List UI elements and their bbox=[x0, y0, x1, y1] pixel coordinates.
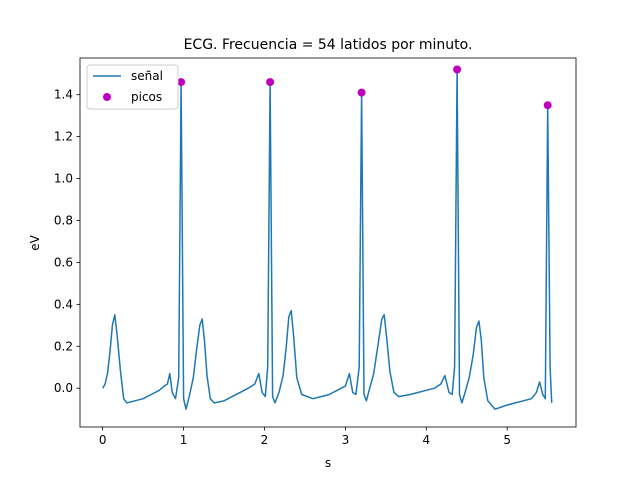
x-tick-label: 4 bbox=[422, 433, 430, 447]
y-tick-label: 0.4 bbox=[54, 297, 73, 311]
series-line-senal bbox=[102, 68, 553, 410]
x-tick-label: 2 bbox=[261, 433, 269, 447]
legend: señal picos bbox=[86, 64, 179, 110]
y-tick-label: 1.4 bbox=[54, 88, 73, 102]
axes-frame bbox=[79, 57, 577, 428]
y-tick-label: 0.6 bbox=[54, 255, 73, 269]
y-tick-label: 1.0 bbox=[54, 172, 73, 186]
x-axis-label: s bbox=[325, 456, 331, 470]
x-tick-label: 1 bbox=[180, 433, 188, 447]
x-tick-label: 0 bbox=[99, 433, 107, 447]
y-tick-label: 0.0 bbox=[54, 381, 73, 395]
chart-title: ECG. Frecuencia = 54 latidos por minuto. bbox=[184, 37, 473, 53]
y-axis-label: eV bbox=[28, 234, 42, 250]
legend-label-senal: señal bbox=[131, 69, 163, 83]
x-tick-label: 3 bbox=[342, 433, 350, 447]
legend-label-picos: picos bbox=[131, 90, 162, 104]
peak-marker bbox=[543, 101, 552, 110]
y-tick-label: 0.8 bbox=[54, 213, 73, 227]
peak-marker bbox=[266, 78, 275, 87]
peak-marker bbox=[453, 65, 462, 74]
legend-marker-swatch bbox=[103, 93, 111, 101]
peak-marker bbox=[177, 78, 186, 87]
plot-area bbox=[102, 65, 553, 410]
y-tick-label: 1.2 bbox=[54, 130, 73, 144]
x-tick-label: 5 bbox=[503, 433, 511, 447]
axes: 0 1 2 3 4 5 0.0 0.2 0.4 0.6 0.8 1.0 1.2 1.4 bbox=[54, 57, 577, 447]
peak-marker bbox=[357, 88, 366, 97]
y-tick-label: 0.2 bbox=[54, 339, 73, 353]
